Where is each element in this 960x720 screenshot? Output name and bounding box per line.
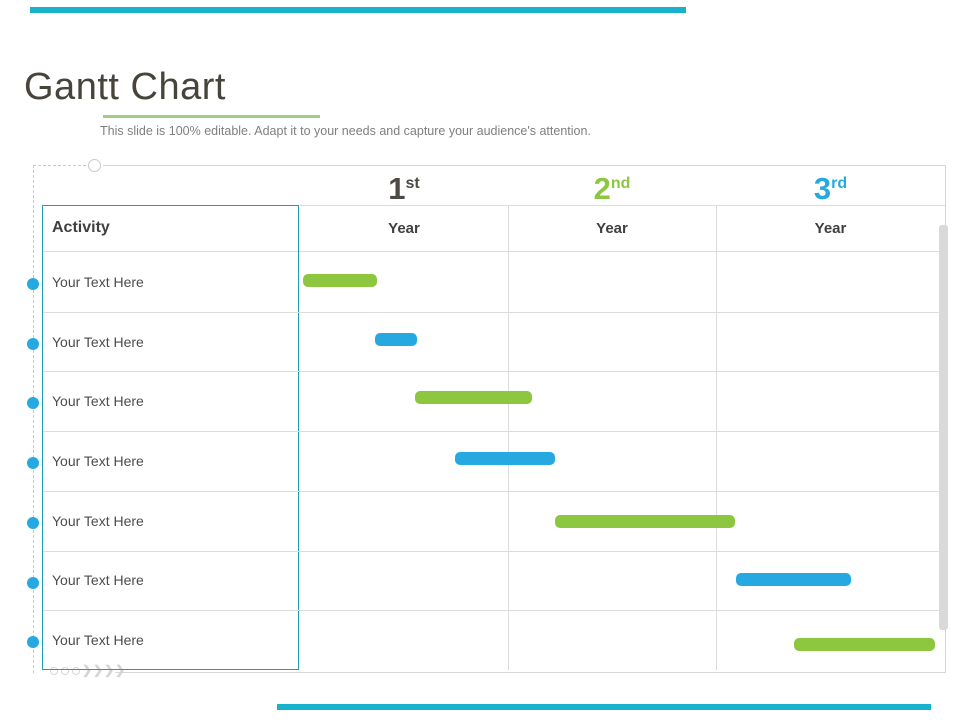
row-marker-dot-icon — [27, 278, 39, 290]
grid-line-horizontal — [300, 205, 945, 206]
header-ordinal-1st: 1 st — [300, 168, 508, 204]
gantt-task-bar[interactable] — [303, 274, 377, 287]
row-marker-dot-icon — [27, 636, 39, 649]
row-separator-line — [43, 371, 945, 372]
bottom-accent-bar — [277, 704, 931, 710]
footer-ring-icon — [61, 667, 69, 675]
top-accent-bar — [30, 7, 686, 13]
activity-row-label: Your Text Here — [52, 452, 144, 469]
row-separator-line — [43, 491, 945, 492]
row-marker-dot-icon — [27, 397, 39, 410]
footer-ring-icon — [72, 667, 80, 675]
grid-line-horizontal — [43, 251, 945, 252]
page-title: Gantt Chart — [24, 66, 226, 108]
ordinal-suffix: nd — [610, 175, 631, 192]
header-ordinal-2nd: 2 nd — [508, 168, 716, 204]
row-marker-dot-icon — [27, 337, 39, 350]
ordinal-number: 2 — [593, 171, 611, 206]
row-marker-dot-icon — [27, 516, 39, 529]
activity-row-label: Your Text Here — [52, 273, 144, 290]
gantt-task-bar[interactable] — [794, 638, 935, 651]
activity-row-label: Your Text Here — [52, 333, 144, 350]
frame-circle-node — [88, 159, 101, 172]
frame-bottom-line — [115, 672, 945, 673]
activity-column-box — [42, 205, 299, 670]
gantt-task-bar[interactable] — [415, 391, 532, 404]
activity-column-header: Activity — [52, 219, 110, 236]
slide-subtitle: This slide is 100% editable. Adapt it to… — [100, 124, 591, 138]
activity-row-label: Your Text Here — [52, 393, 144, 410]
header-ordinal-3rd: 3 rd — [716, 168, 945, 204]
column-header-year-1: Year — [388, 219, 420, 237]
column-header-year-3: Year — [814, 219, 847, 237]
title-underline — [103, 115, 320, 118]
ordinal-suffix: st — [405, 175, 420, 192]
row-separator-line — [43, 431, 945, 432]
gantt-task-bar[interactable] — [555, 515, 735, 528]
row-marker-dot-icon — [27, 576, 39, 589]
ordinal-number: 3 — [813, 171, 832, 206]
grid-line-vertical — [716, 205, 717, 670]
ordinal-number: 1 — [388, 171, 406, 206]
column-header-year-2: Year — [596, 219, 628, 237]
scrollbar[interactable] — [939, 225, 948, 630]
activity-row-label: Your Text Here — [52, 632, 144, 649]
row-marker-dot-icon — [27, 457, 39, 470]
activity-row-label: Your Text Here — [52, 512, 144, 529]
gantt-task-bar[interactable] — [375, 333, 417, 346]
row-separator-line — [43, 610, 945, 611]
row-separator-line — [43, 551, 945, 552]
activity-row-label: Your Text Here — [52, 572, 144, 589]
footer-ring-icon — [50, 667, 58, 675]
row-separator-line — [43, 312, 945, 313]
frame-left-dashed-line — [33, 165, 34, 673]
chevrons-icon: ❯❯❯❯ — [82, 663, 127, 677]
gantt-task-bar[interactable] — [736, 573, 851, 586]
frame-top-dashed-line — [33, 165, 86, 166]
ordinal-suffix: rd — [831, 175, 848, 192]
frame-top-line — [103, 165, 945, 166]
gantt-task-bar[interactable] — [455, 452, 555, 465]
grid-line-vertical — [508, 205, 509, 670]
